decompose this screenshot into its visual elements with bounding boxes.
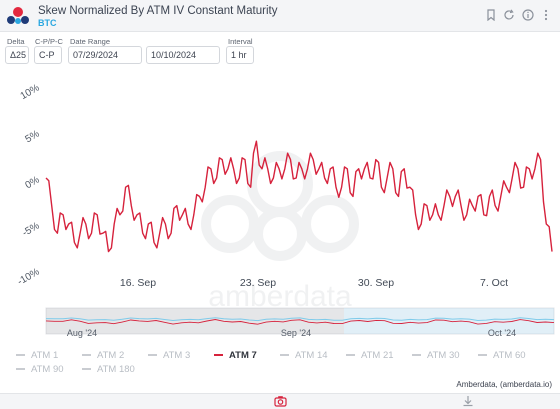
legend-label: ATM 2 [97,350,125,361]
legend-label: ATM 3 [163,350,191,361]
x-tick-label: 30. Sep [358,277,394,289]
chart-title: Skew Normalized By ATM IV Constant Matur… [38,5,278,17]
x-tick-label: 23. Sep [240,277,276,289]
amberdata-logo-icon [7,7,29,24]
navigator-tick-label: Sep '24 [281,328,311,338]
info-icon[interactable] [521,9,535,23]
asset-subtitle: BTC [38,18,57,28]
date-range-label: Date Range [70,37,111,46]
refresh-icon[interactable] [502,9,516,23]
legend-item-atm-21[interactable]: ATM 21 [346,350,394,361]
legend-swatch [214,354,223,357]
legend-item-atm-180[interactable]: ATM 180 [82,364,135,375]
x-axis: 16. Sep 23. Sep 30. Sep 7. Oct [120,277,508,289]
legend-label: ATM 30 [427,350,460,361]
y-axis: 10% 5% 0% -5% -10% [16,82,42,287]
legend-swatch [16,354,25,357]
x-tick-label: 7. Oct [480,277,508,289]
chart-svg: amberdata 10% 5% 0% -5% -10% 16. Sep 23. Sep 3… [16,82,555,338]
series-line-atm-7 [45,140,553,253]
end-date-input[interactable]: 10/10/2024 [146,46,220,64]
legend-item-atm-1[interactable]: ATM 1 [16,350,58,361]
legend-item-atm-90[interactable]: ATM 90 [16,364,64,375]
delta-label: Delta [7,37,25,46]
navigator-tick-label: Aug '24 [67,328,97,338]
cpc-label: C-P/P-C [35,37,63,46]
credits[interactable]: Amberdata, (amberdata.io) [456,380,552,389]
download-icon[interactable] [462,395,474,409]
legend-swatch [16,368,25,371]
legend-swatch [280,354,289,357]
y-tick-label: 5% [23,128,41,145]
legend-item-atm-30[interactable]: ATM 30 [412,350,460,361]
y-tick-label: 0% [23,174,41,191]
legend-item-atm-2[interactable]: ATM 2 [82,350,124,361]
navigator-mask-left [46,308,344,334]
chart-footer [0,393,560,409]
legend-label: ATM 180 [97,364,135,375]
legend-swatch [148,354,157,357]
chart-header: Skew Normalized By ATM IV Constant Matur… [0,0,560,32]
legend-label: ATM 7 [229,350,257,361]
legend-swatch [478,354,487,357]
y-tick-label: 10% [19,82,42,102]
legend-item-atm-7[interactable]: ATM 7 [214,350,257,361]
navigator-tick-label: Oct '24 [488,328,516,338]
camera-icon[interactable] [274,395,287,409]
interval-label: Interval [228,37,253,46]
legend-swatch [346,354,355,357]
watermark: amberdata [201,151,359,313]
navigator-line-blue [45,317,555,322]
more-vertical-icon[interactable] [539,9,553,23]
legend-label: ATM 14 [295,350,328,361]
bookmark-icon[interactable] [484,9,498,23]
navigator[interactable]: Aug '24 Sep '24 Oct '24 [45,307,555,338]
legend-label: ATM 21 [361,350,394,361]
legend-label: ATM 60 [493,350,526,361]
interval-select[interactable]: 1 hr [226,46,254,64]
start-date-input[interactable]: 07/29/2024 [68,46,142,64]
legend-item-atm-60[interactable]: ATM 60 [478,350,526,361]
legend-swatch [82,354,91,357]
legend-swatch [412,354,421,357]
legend-item-atm-14[interactable]: ATM 14 [280,350,328,361]
y-tick-label: -5% [21,220,42,238]
legend-item-atm-3[interactable]: ATM 3 [148,350,190,361]
delta-select[interactable]: Δ25 [5,46,29,64]
y-tick-label: -10% [16,266,42,287]
cpc-select[interactable]: C-P [34,46,62,64]
x-tick-label: 16. Sep [120,277,156,289]
navigator-axis: Aug '24 Sep '24 Oct '24 [67,328,516,338]
legend-swatch [82,368,91,371]
navigator-line-red [45,319,555,325]
legend-label: ATM 90 [31,364,64,375]
legend-label: ATM 1 [31,350,59,361]
